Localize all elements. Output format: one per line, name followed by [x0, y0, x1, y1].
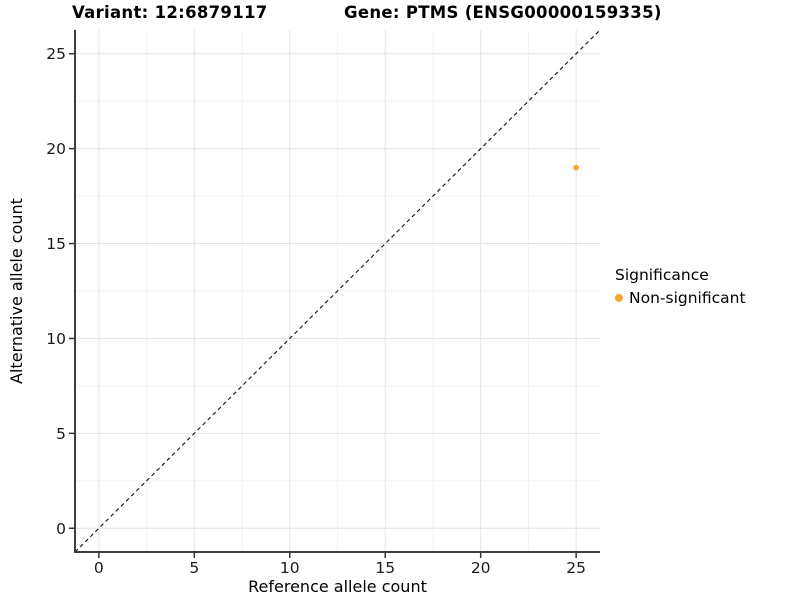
y-tick-label: 5	[56, 425, 66, 443]
data-points	[573, 164, 579, 171]
x-tick-label: 15	[375, 559, 395, 577]
legend-entry: Non-significant	[615, 289, 746, 307]
x-axis-title: Reference allele count	[248, 577, 427, 596]
axis-lines	[74, 30, 600, 553]
x-tick-label: 25	[566, 559, 586, 577]
y-tick-label: 10	[46, 330, 66, 348]
x-tick-label: 5	[189, 559, 199, 577]
gridlines-minor	[75, 30, 600, 552]
legend: Significance Non-significant	[615, 266, 746, 307]
legend-point-icon	[615, 294, 623, 302]
plot-title-gene: Gene: PTMS (ENSG00000159335)	[344, 3, 662, 22]
legend-title: Significance	[615, 266, 709, 284]
y-axis-title: Alternative allele count	[7, 198, 26, 384]
x-tick-label: 0	[94, 559, 104, 577]
tick-labels: 0 5 10 15 20 25 0 5 10 15 20 25	[46, 45, 586, 577]
x-tick-label: 20	[471, 559, 491, 577]
y-tick-label: 25	[46, 45, 66, 63]
x-tick-label: 10	[280, 559, 300, 577]
gridlines-major	[75, 30, 600, 552]
y-tick-label: 0	[56, 520, 66, 538]
identity-line-group	[74, 29, 601, 553]
y-tick-label: 20	[46, 140, 66, 158]
legend-entry-label: Non-significant	[629, 289, 746, 307]
identity-line	[74, 29, 601, 553]
tick-marks	[69, 52, 577, 558]
plot-title-variant: Variant: 12:6879117	[72, 3, 268, 22]
data-point	[573, 164, 579, 171]
y-tick-label: 15	[46, 235, 66, 253]
